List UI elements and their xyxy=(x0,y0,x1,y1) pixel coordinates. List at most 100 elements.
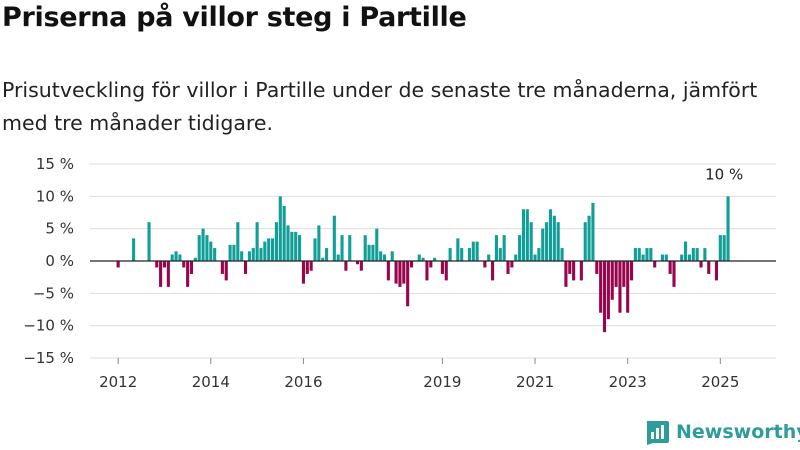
bar xyxy=(660,254,664,261)
bar xyxy=(537,248,541,261)
bar xyxy=(514,254,518,261)
bar xyxy=(637,248,641,261)
bar xyxy=(313,238,317,261)
bar xyxy=(649,248,653,261)
bar xyxy=(568,261,572,274)
bar xyxy=(556,222,560,261)
bar xyxy=(332,215,336,261)
bar xyxy=(460,248,464,261)
bar xyxy=(193,257,197,261)
bar-series xyxy=(116,196,730,333)
bar xyxy=(483,261,487,268)
bar xyxy=(583,222,587,261)
bar xyxy=(213,248,217,261)
bar xyxy=(371,244,375,261)
bar xyxy=(425,261,429,281)
bar xyxy=(664,254,668,261)
x-tick-label: 2023 xyxy=(609,373,647,391)
bar xyxy=(282,206,286,261)
bar xyxy=(201,228,205,261)
bar xyxy=(475,241,479,261)
bar xyxy=(317,225,321,261)
bar xyxy=(718,235,722,261)
bar xyxy=(294,231,298,261)
bar xyxy=(240,251,244,261)
bar xyxy=(529,222,533,261)
bar xyxy=(309,261,313,271)
bar xyxy=(379,251,383,261)
brand-name: Newsworthy xyxy=(676,421,800,443)
bar xyxy=(236,222,240,261)
bar xyxy=(251,248,255,261)
bar xyxy=(491,261,495,281)
bar xyxy=(243,261,248,274)
bar xyxy=(572,261,576,281)
bar xyxy=(375,228,379,261)
bar xyxy=(259,248,263,261)
bar xyxy=(344,261,348,271)
bar xyxy=(471,241,475,261)
y-tick-label: 10 % xyxy=(36,187,74,205)
bar xyxy=(174,251,178,261)
bar xyxy=(386,261,390,281)
bar xyxy=(433,257,437,261)
bar xyxy=(274,222,278,261)
bar xyxy=(321,257,325,261)
x-tick-label: 2016 xyxy=(284,373,322,391)
bar xyxy=(633,248,637,261)
bar xyxy=(521,209,526,261)
bar xyxy=(587,215,591,261)
x-tick-label: 2025 xyxy=(701,373,739,391)
bar xyxy=(703,248,707,261)
bar xyxy=(286,225,290,261)
bar xyxy=(699,261,703,268)
bar xyxy=(417,254,421,261)
bar xyxy=(406,261,410,307)
bar xyxy=(390,251,394,261)
bar xyxy=(687,254,691,261)
bar xyxy=(695,248,699,261)
bar xyxy=(545,222,549,261)
axes xyxy=(90,260,776,364)
bar xyxy=(429,261,433,268)
bar xyxy=(579,261,583,281)
bar xyxy=(606,261,610,320)
bar xyxy=(506,261,510,274)
bar xyxy=(359,261,363,271)
bar xyxy=(224,261,228,281)
bar xyxy=(132,238,136,261)
grid-lines xyxy=(90,163,776,359)
bar xyxy=(178,254,182,261)
bar xyxy=(162,261,167,268)
bar xyxy=(560,248,564,261)
bar xyxy=(653,261,657,268)
bar xyxy=(355,261,360,265)
x-tick-label: 2012 xyxy=(99,373,137,391)
bar xyxy=(707,261,711,274)
bar xyxy=(189,261,194,274)
bar xyxy=(197,235,201,261)
bar xyxy=(614,261,618,287)
bar xyxy=(691,248,695,261)
bar xyxy=(205,235,209,261)
bar xyxy=(325,248,329,261)
bar xyxy=(618,261,622,313)
bar xyxy=(456,238,460,261)
bar xyxy=(382,254,387,261)
bar xyxy=(641,254,645,261)
bar xyxy=(228,244,232,261)
bar xyxy=(552,215,556,261)
bar xyxy=(166,261,170,287)
bar xyxy=(502,235,506,261)
bar xyxy=(726,196,730,261)
bar xyxy=(564,261,568,287)
y-tick-label: 5 % xyxy=(45,220,74,238)
bar xyxy=(591,202,595,261)
bar xyxy=(182,261,186,268)
bar xyxy=(518,235,522,261)
bar xyxy=(155,261,159,268)
bar xyxy=(595,261,599,274)
bar xyxy=(440,261,444,274)
bar xyxy=(680,254,684,261)
